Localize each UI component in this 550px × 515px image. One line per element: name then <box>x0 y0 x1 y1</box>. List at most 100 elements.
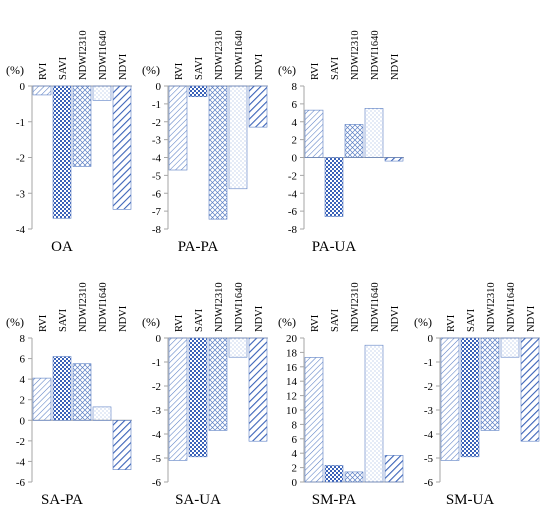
panel-title: PA-UA <box>312 239 357 255</box>
category-label-ndwi2310: NDWI2310 <box>350 282 361 332</box>
bar-ndwi2310 <box>72 85 92 167</box>
y-tick-label: -1 <box>16 117 25 129</box>
y-tick-label: 4 <box>20 374 26 386</box>
bar-ndvi <box>520 337 540 442</box>
y-tick-label: 4 <box>292 117 298 129</box>
y-tick-label: -8 <box>288 224 298 236</box>
y-tick-label: 2 <box>292 135 298 147</box>
y-tick-label: -2 <box>152 381 161 393</box>
panel-sm-ua: 0 -1 -2 -3 -4 -5 -6 RVI SAVI NDWI2310 NDWI1640 NDVI… <box>414 282 540 508</box>
category-label-ndwi2310: NDWI2310 <box>78 282 89 332</box>
y-tick-label: -5 <box>424 453 434 465</box>
unit-label: (%) <box>6 315 24 329</box>
unit-label: (%) <box>6 63 24 77</box>
y-tick-label: 6 <box>292 434 298 446</box>
panel-title: OA <box>51 239 73 255</box>
y-tick-label: -1 <box>152 99 161 111</box>
bar-savi <box>52 85 72 219</box>
unit-label: (%) <box>414 315 432 329</box>
category-label-savi: SAVI <box>466 308 477 332</box>
y-tick-label: 0 <box>20 415 26 427</box>
y-tick-label: -6 <box>288 206 298 218</box>
bar-ndwi2310 <box>208 337 228 431</box>
y-tick-label: 0 <box>428 333 434 345</box>
y-tick-label: -3 <box>16 188 26 200</box>
panel-title: SA-PA <box>41 492 83 508</box>
y-tick-label: -7 <box>152 206 162 218</box>
y-tick-label: 16 <box>286 362 298 374</box>
panel-pa-pa: 0 -1 -2 -3 -4 -5 -6 -7 -8 RVI SAVI NDWI2310 NDWI1640… <box>142 30 268 255</box>
y-tick-label: -2 <box>152 117 161 129</box>
category-label-rvi: RVI <box>38 62 49 80</box>
y-tick-label: -4 <box>424 429 434 441</box>
unit-label: (%) <box>278 63 296 77</box>
bar-ndvi <box>248 337 268 442</box>
category-label-rvi: RVI <box>446 314 457 332</box>
bar-ndwi1640 <box>228 337 248 358</box>
bar-ndvi <box>384 455 404 483</box>
y-tick-label: 8 <box>292 81 298 93</box>
unit-label: (%) <box>142 63 160 77</box>
y-tick-label: 0 <box>156 81 162 93</box>
panel-title: SM-UA <box>446 492 495 508</box>
category-label-ndwi1640: NDWI1640 <box>98 282 109 332</box>
bar-savi <box>324 157 344 217</box>
category-label-rvi: RVI <box>174 62 185 80</box>
bar-ndwi2310 <box>344 124 364 158</box>
y-tick-label: -3 <box>424 405 434 417</box>
panel-pa-ua: 8 6 4 2 0 -2 -4 -6 -8 RVI SAVI NDWI2310 NDWI1640 NDVI… <box>278 30 404 255</box>
bar-ndwi1640 <box>92 406 112 421</box>
bar-ndwi2310 <box>344 471 364 483</box>
y-tick-label: -4 <box>288 188 298 200</box>
bar-savi <box>460 337 480 458</box>
y-tick-label: -4 <box>152 429 162 441</box>
y-tick-label: -2 <box>424 381 433 393</box>
category-label-ndwi1640: NDWI1640 <box>370 30 381 80</box>
category-label-ndvi: NDVI <box>118 53 129 80</box>
category-label-ndvi: NDVI <box>118 305 129 332</box>
y-tick-label: -8 <box>152 224 162 236</box>
y-tick-label: -4 <box>152 153 162 165</box>
bar-ndvi <box>384 157 404 162</box>
category-label-rvi: RVI <box>310 314 321 332</box>
y-tick-label: 14 <box>286 376 298 388</box>
category-label-ndwi1640: NDWI1640 <box>98 30 109 80</box>
category-label-ndwi1640: NDWI1640 <box>370 282 381 332</box>
y-tick-label: 2 <box>20 395 26 407</box>
y-tick-label: 8 <box>292 419 298 431</box>
y-tick-label: 6 <box>292 99 298 111</box>
y-tick-label: -2 <box>288 170 297 182</box>
y-tick-label: 6 <box>20 354 26 366</box>
category-label-rvi: RVI <box>310 62 321 80</box>
category-label-ndwi2310: NDWI2310 <box>214 282 225 332</box>
panel-sa-ua: 0 -1 -2 -3 -4 -5 -6 RVI SAVI NDWI2310 NDWI1640 NDVI… <box>142 282 268 508</box>
category-label-ndwi2310: NDWI2310 <box>350 30 361 80</box>
y-tick-label: 12 <box>286 391 297 403</box>
y-tick-label: -6 <box>424 477 434 489</box>
y-tick-label: -5 <box>152 453 162 465</box>
y-tick-label: 2 <box>292 463 298 475</box>
bar-rvi <box>304 109 324 158</box>
bar-ndvi <box>112 419 132 470</box>
category-label-ndvi: NDVI <box>254 305 265 332</box>
category-label-savi: SAVI <box>58 56 69 80</box>
y-tick-label: 0 <box>292 477 298 489</box>
bar-ndwi1640 <box>364 344 384 483</box>
category-label-ndwi2310: NDWI2310 <box>486 282 497 332</box>
category-label-savi: SAVI <box>330 56 341 80</box>
category-label-rvi: RVI <box>174 314 185 332</box>
bar-ndwi1640 <box>228 85 248 190</box>
y-tick-label: 0 <box>292 153 298 165</box>
bar-rvi <box>440 337 460 461</box>
bar-ndwi1640 <box>92 85 112 101</box>
category-label-ndvi: NDVI <box>390 305 401 332</box>
y-tick-label: -4 <box>16 456 26 468</box>
bar-ndwi1640 <box>500 337 520 358</box>
unit-label: (%) <box>278 315 296 329</box>
category-label-ndwi1640: NDWI1640 <box>234 30 245 80</box>
bar-ndwi2310 <box>480 337 500 431</box>
category-label-ndvi: NDVI <box>254 53 265 80</box>
y-tick-label: -1 <box>424 357 433 369</box>
